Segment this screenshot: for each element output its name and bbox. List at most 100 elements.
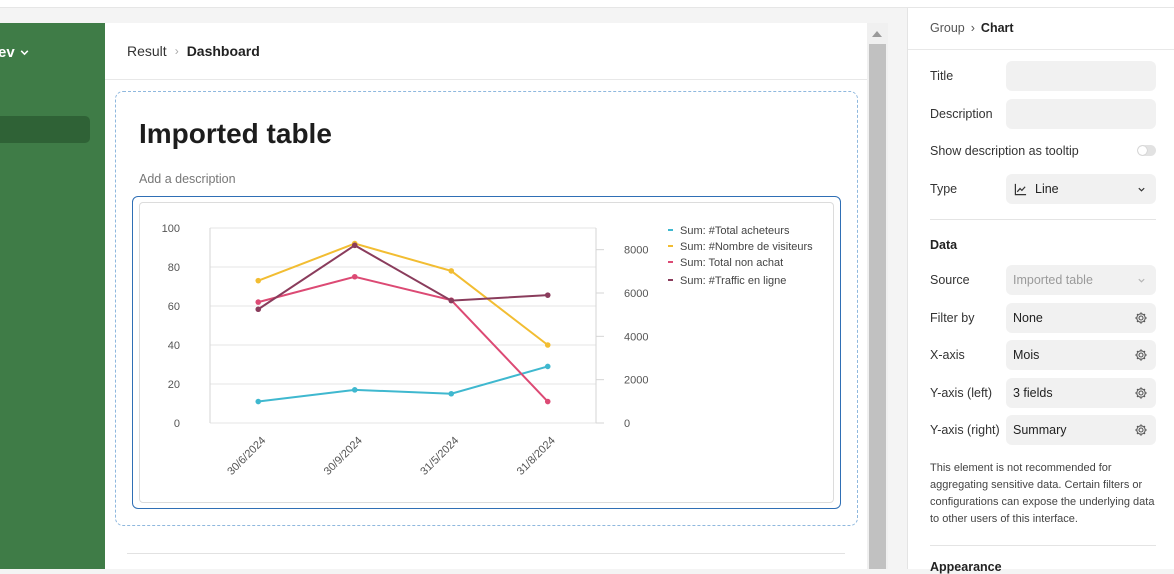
sidebar: ev [0,23,105,569]
chart-element[interactable]: Imported table Add a description 0 20 40 60… [115,91,858,526]
source-select[interactable]: Imported table [1006,265,1156,295]
data-point [255,306,262,313]
panel-breadcrumb-group[interactable]: Group [930,21,965,35]
workspace-switcher[interactable]: ev [0,44,30,61]
yright-value: Summary [1013,423,1067,437]
section-divider [127,553,845,554]
tooltip-toggle[interactable] [1137,145,1156,156]
sidebar-item-active[interactable] [0,116,90,143]
gear-icon[interactable] [1134,386,1148,400]
breadcrumb: Result › Dashboard [127,43,260,59]
chart-selection-frame[interactable]: 0 20 40 60 80 100 0 2000 4000 6000 8000 30/6/2024 30… [132,196,841,509]
data-point [448,297,455,304]
chevron-down-icon [1138,187,1145,192]
element-description[interactable]: Add a description [139,172,236,186]
yleft-field[interactable]: 3 fields [1006,378,1156,408]
y-left-tick-label: 40 [168,340,180,352]
filter-field[interactable]: None [1006,303,1156,333]
yleft-label: Y-axis (left) [930,386,993,400]
data-point [544,398,551,405]
data-point [255,277,262,284]
legend-label: Sum: #Total acheteurs [680,225,790,237]
source-row: Source [930,265,1170,295]
x-tick-label: 30/6/2024 [225,435,268,478]
source-value: Imported table [1013,273,1093,287]
description-label: Description [930,107,993,121]
type-select[interactable]: Line [1006,174,1156,204]
chevron-down-icon [20,50,29,56]
xaxis-row: X-axis [930,340,1170,370]
y-left-tick-label: 80 [168,262,180,274]
panel-header-divider [908,49,1174,50]
legend-label: Sum: Total non achat [680,257,783,269]
y-right-tick-label: 2000 [624,375,648,387]
filter-row: Filter by [930,303,1170,333]
description-input[interactable] [1006,99,1156,129]
breadcrumb-result[interactable]: Result [127,43,167,59]
sensitive-data-note: This element is not recommended for aggr… [930,462,1155,525]
line-chart: 0 20 40 60 80 100 0 2000 4000 6000 8000 30/6/2024 30… [162,223,814,478]
series-line [257,242,549,346]
type-value: Line [1035,182,1059,196]
xaxis-label: X-axis [930,348,965,362]
panel-divider [930,545,1156,546]
title-row: Title [930,61,1170,91]
panel-breadcrumb-chart: Chart [980,21,1014,35]
xaxis-value: Mois [1013,348,1040,362]
x-tick-label: 31/5/2024 [418,435,461,478]
chevron-down-icon [1138,278,1145,283]
data-point [544,363,551,370]
line-chart-icon [1014,183,1027,195]
main-scrollbar[interactable] [867,23,888,569]
series-line [258,365,549,403]
top-bar [0,0,1174,8]
main-content: Result › Dashboard Imported table Add a … [105,23,867,569]
tooltip-row: Show description as tooltip [930,136,1130,166]
source-label: Source [930,273,970,287]
y-right-tick-label: 6000 [624,288,648,300]
data-point [544,342,551,348]
y-left-tick-label: 0 [174,418,180,430]
gear-icon[interactable] [1134,423,1148,437]
y-left-tick-label: 20 [168,379,180,391]
data-point [351,387,358,393]
toggle-knob [1138,146,1147,155]
x-tick-label: 31/8/2024 [515,435,558,478]
data-point [544,292,551,298]
breadcrumb-dashboard: Dashboard [186,43,260,59]
gear-icon[interactable] [1134,348,1148,362]
y-right-tick-label: 8000 [624,245,648,257]
type-row: Type [930,174,1170,204]
appearance-heading[interactable]: Appearance [930,560,1002,574]
chart-container: 0 20 40 60 80 100 0 2000 4000 6000 8000 30/6/2024 30… [139,202,834,503]
panel-breadcrumb: Group › Chart [930,21,1014,35]
data-point [351,242,358,249]
data-point [351,273,358,280]
element-title[interactable]: Imported table [139,118,332,149]
title-label: Title [930,69,954,83]
yright-field[interactable]: Summary [1006,415,1156,445]
yleft-row: Y-axis (left) [930,378,1170,408]
filter-value: None [1013,311,1043,325]
chevron-right-icon: › [970,21,975,35]
legend-label: Sum: #Traffic en ligne [680,275,786,287]
gear-icon[interactable] [1134,311,1148,325]
description-row: Description [930,99,1170,129]
filter-label: Filter by [930,311,975,325]
series-line [257,275,549,403]
data-point [448,268,455,274]
yright-row: Y-axis (right) [930,415,1170,445]
scroll-up-arrow-icon[interactable] [872,31,882,37]
panel-divider [930,219,1156,220]
title-input[interactable] [1006,61,1156,91]
yright-label: Y-axis (right) [930,423,1000,437]
y-left-tick-label: 100 [162,223,180,235]
scrollbar-thumb[interactable] [869,44,886,569]
workspace-label: ev [0,44,15,61]
properties-panel: Group › Chart Title Description Show des… [907,8,1174,574]
xaxis-field[interactable]: Mois [1006,340,1156,370]
tooltip-label: Show description as tooltip [930,144,1079,158]
y-left-tick-label: 60 [168,301,180,313]
legend-label: Sum: #Nombre de visiteurs [680,241,813,253]
y-right-tick-label: 4000 [624,331,648,343]
